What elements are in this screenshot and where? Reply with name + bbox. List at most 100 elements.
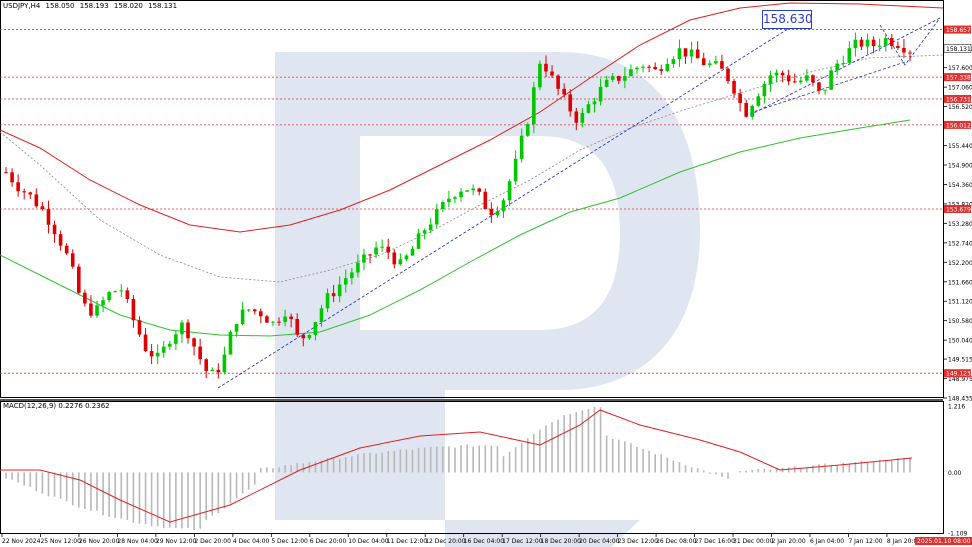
key-level-badge [944,369,971,378]
candle-body [447,198,451,203]
current-time-label: 2025.01.10 08:00 [917,538,971,545]
key-level-badge [944,204,971,213]
candle-body [410,248,415,256]
candle-body [343,278,348,285]
price-tick-label: 150.580 [948,318,972,325]
candle-body [714,61,718,64]
candle-body [10,172,14,183]
candle-body [841,62,846,64]
current-time-badge [915,537,972,545]
candle-body [580,112,585,123]
candle-body [623,76,627,81]
candle-body [28,192,33,195]
price-tick-label: 155.440 [948,143,972,150]
candle-body [513,158,518,182]
candle-body [83,292,87,304]
price-tick-label: 156.520 [948,104,972,111]
candle-body [744,103,748,117]
candle-body [780,72,785,76]
candle-body [271,321,275,323]
key-level-badge [944,120,971,129]
price-tick-label: 154.360 [948,182,972,189]
upper-band-line [0,2,944,233]
time-tick-label: 12 Dec 20:00 [425,538,466,545]
candle-body [598,86,603,102]
candle-body [89,303,93,316]
candle-body [532,87,536,125]
candle-body [538,63,542,88]
candle-body [616,76,621,81]
candle-body [683,48,688,57]
time-tick-label: 26 Nov 20:00 [79,538,120,545]
middle-band-line [0,54,944,283]
candle-body [434,209,439,225]
candle-body [295,318,300,335]
key-level-label: 156.731 [946,96,971,103]
candle-body [477,188,482,192]
candle-body [307,334,312,339]
time-tick-label: 23 Dec 12:00 [618,538,659,545]
candle-body [95,305,99,316]
key-level-label: 158.657 [946,27,971,34]
low-value: 158.020 [113,2,143,10]
candle-body [525,124,530,136]
candle-body [550,71,554,76]
candle-body [143,334,148,351]
lower-ma-line [0,119,911,337]
candle-body [107,292,111,301]
candle-body [811,75,815,83]
candle-body [798,80,803,83]
candle-body [689,49,694,57]
candle-body [756,96,761,106]
candle-body [641,66,645,68]
candle-body [659,69,664,71]
key-level-badge [944,94,971,103]
candle-body [168,343,172,347]
candle-body [374,247,378,255]
candle-body [22,191,27,193]
candle-body [289,316,293,319]
candle-body [319,308,324,323]
price-tick-label: 151.660 [948,279,972,286]
candle-body [240,309,245,325]
candle-body [204,359,209,372]
candle-body [610,76,615,80]
candle-body [726,68,730,82]
candle-body [4,172,8,174]
key-level-label: 149.123 [946,371,971,378]
candle-body [46,209,51,225]
time-tick-label: 4 Dec 04:00 [233,538,270,545]
candle-body [234,324,239,332]
candle-body [720,61,724,69]
candle-body [216,369,221,373]
candle-body [362,254,366,263]
candle-body [368,254,372,256]
time-tick-label: 20 Dec 04:00 [579,538,620,545]
candle-body [313,322,318,335]
candle-body [325,293,330,309]
high-value: 158.193 [79,2,109,10]
candle-body [823,89,827,91]
candle-body [386,246,391,253]
macd-tick-label: 0.00 [948,470,962,477]
time-tick-label: 17 Dec 12:00 [502,538,543,545]
key-level-badge [944,73,971,82]
time-tick-label: 18 Dec 20:00 [541,538,582,545]
time-tick-label: 28 Nov 04:00 [117,538,158,545]
candle-body [70,253,75,267]
candle-body [586,104,591,113]
time-tick-label: 2 Dec 20:00 [194,538,231,545]
candle-body [459,191,463,198]
candle-body [265,316,269,323]
candle-body [519,135,524,159]
candle-body [629,69,633,77]
candle-body [574,111,579,123]
candle-body [422,230,427,234]
current-price-badge [943,44,972,53]
candle-body [198,346,202,360]
price-panel-frame [0,0,944,398]
time-tick-label: 6 Dec 20:00 [310,538,347,545]
candle-body [483,191,488,209]
candle-body [350,272,354,279]
